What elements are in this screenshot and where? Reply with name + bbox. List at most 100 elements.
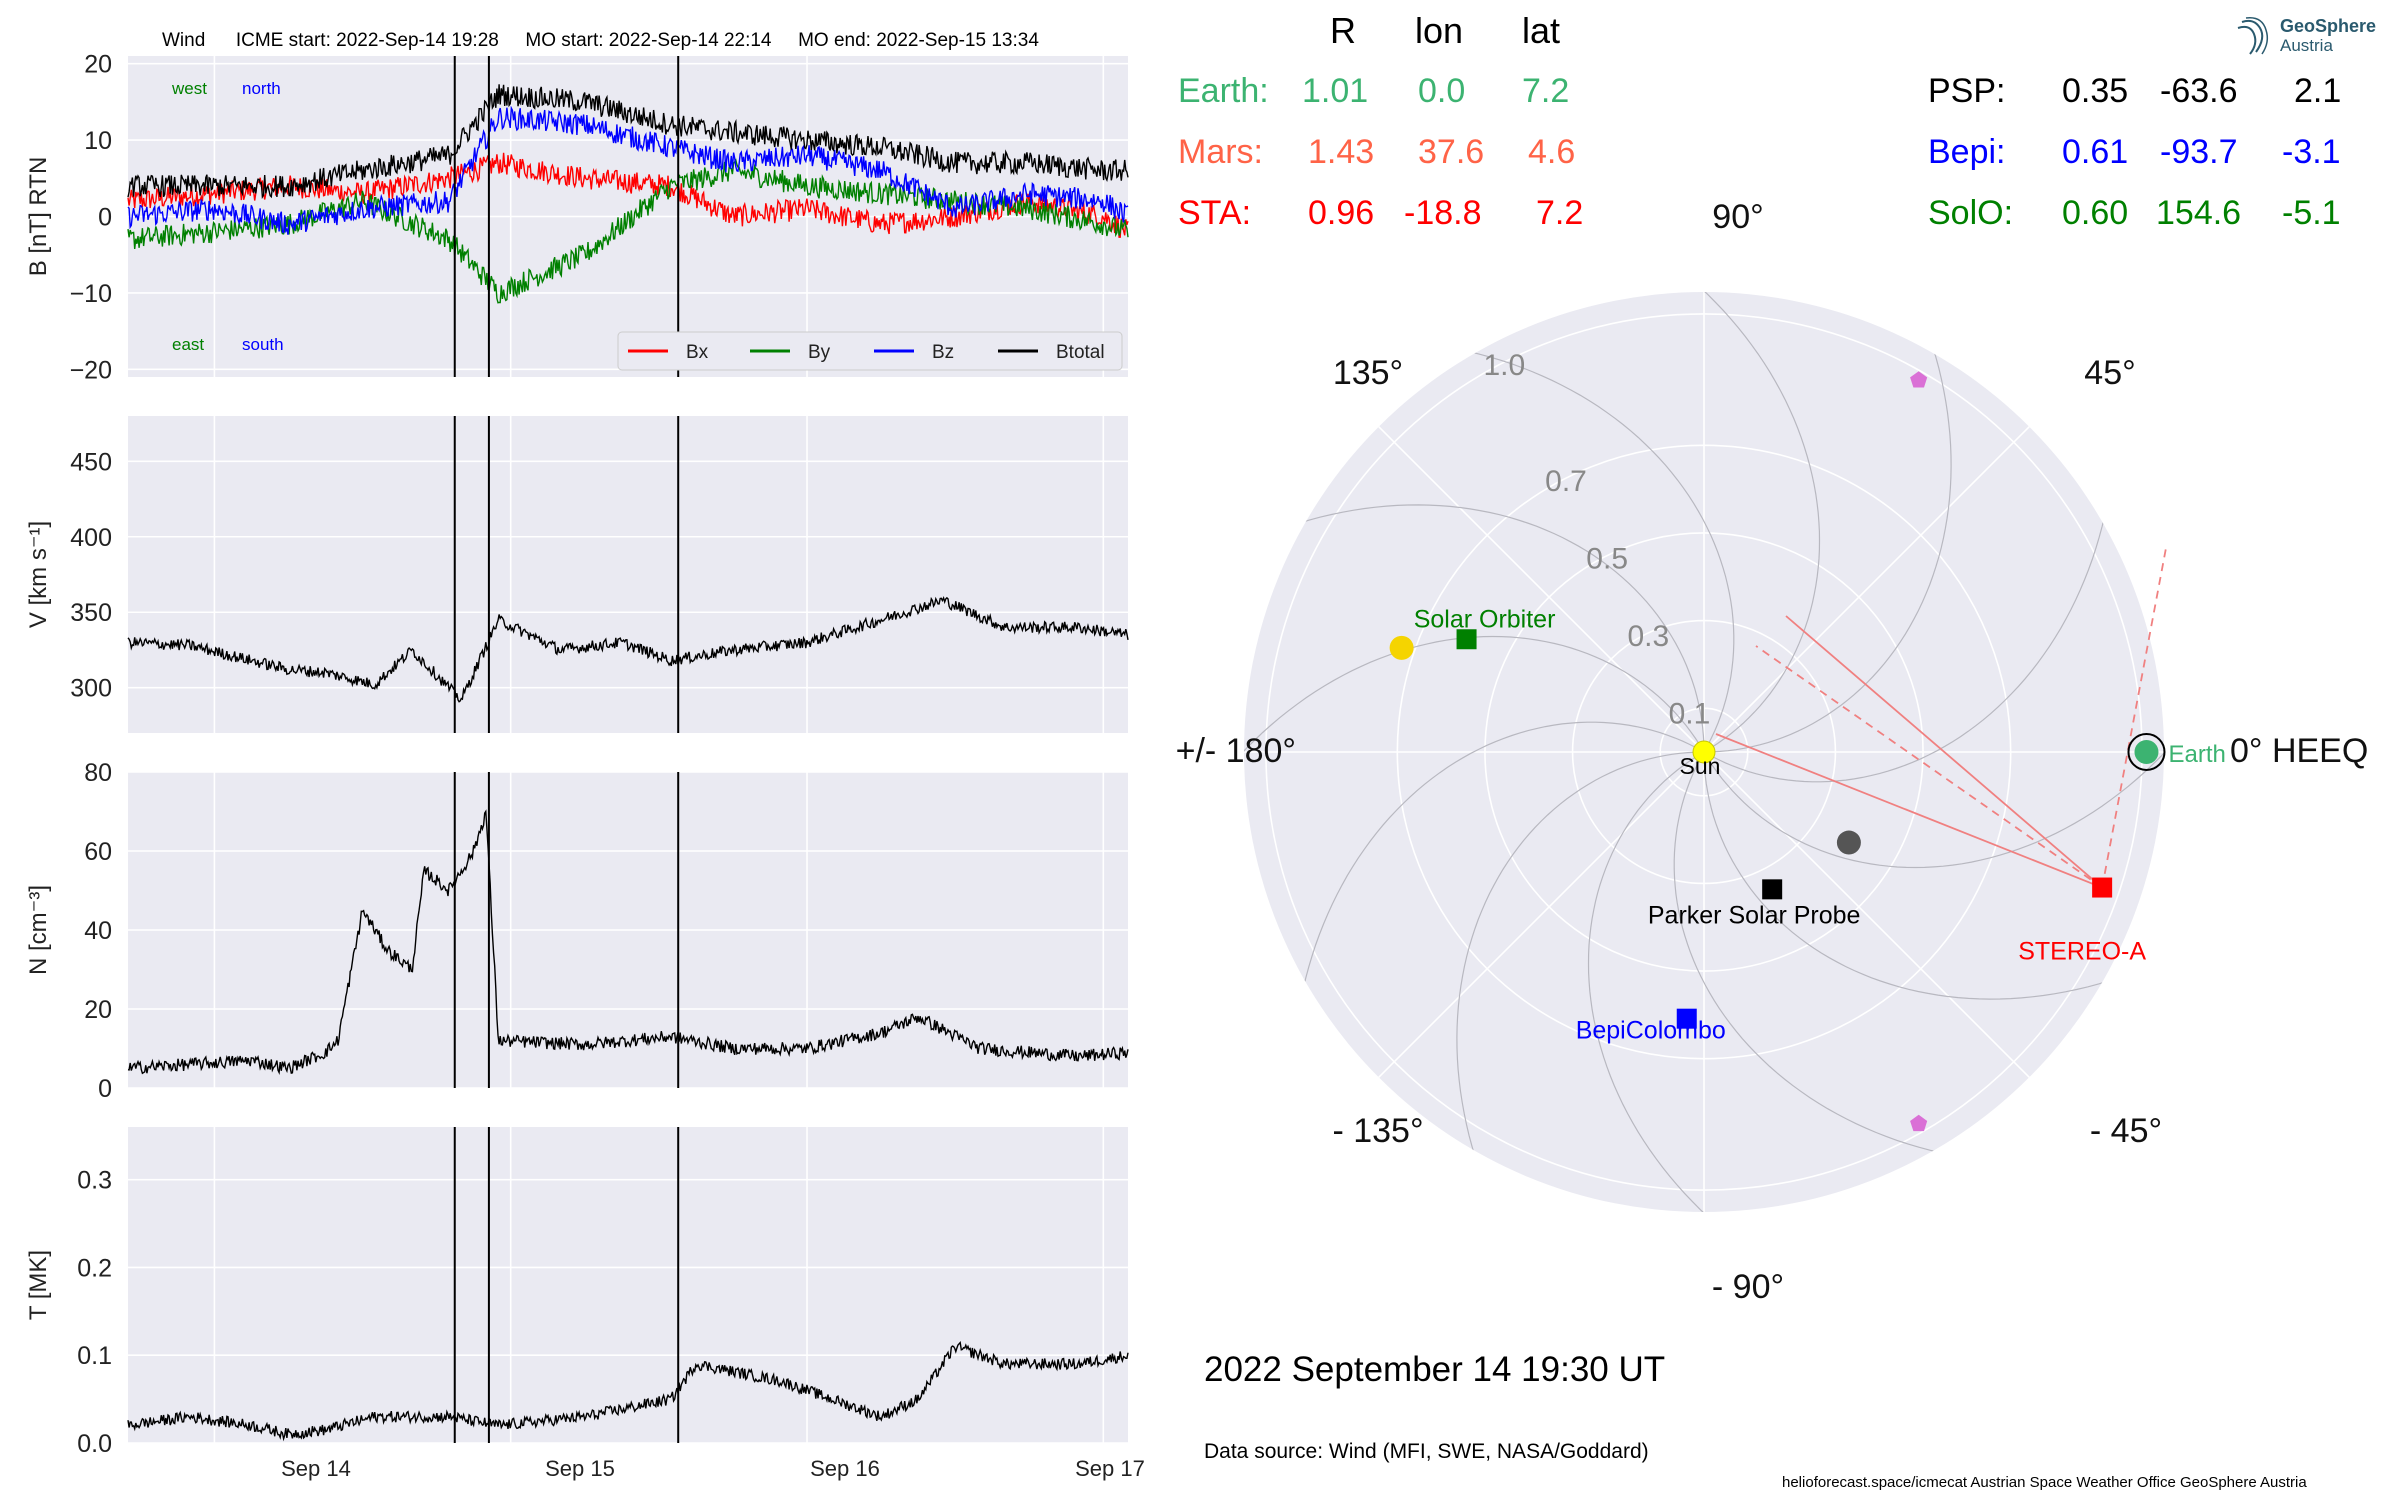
logo-line-2: Austria xyxy=(2280,36,2333,55)
row-lat: 7.2 xyxy=(1536,194,1584,232)
y-tick-label: 40 xyxy=(84,917,112,945)
row-solo: SolO: 0.60 154.6 -5.1 xyxy=(1928,194,2341,233)
legend-label-by: By xyxy=(808,342,831,363)
row-r: 0.96 xyxy=(1308,194,1375,232)
body-7-marker xyxy=(1389,635,1414,660)
row-lat: -3.1 xyxy=(2282,133,2341,171)
row-r: 1.43 xyxy=(1308,133,1375,171)
parker-spirals xyxy=(1244,292,2164,1212)
timeseries-panel-1: 20 10 0 −10 −20 B [nT] RTN west north east south B… xyxy=(25,51,1129,384)
sta-fov-line xyxy=(1785,615,2103,889)
row-r: 0.61 xyxy=(2062,133,2129,171)
row-name: Earth: xyxy=(1178,72,1269,110)
polar-radial-label: 0.5 xyxy=(1586,543,1628,576)
sta-fov-line xyxy=(2101,547,2167,888)
parker-spiral xyxy=(1673,751,1965,1159)
series-line-n xyxy=(127,809,1129,1076)
polar-radial-label: 0.7 xyxy=(1545,465,1587,498)
instrument-name: Wind xyxy=(162,30,206,51)
body-2-marker xyxy=(1836,830,1861,855)
sun-label: Sun xyxy=(1680,753,1721,779)
series-line-v xyxy=(127,596,1129,703)
row-psp: PSP: 0.35 -63.6 2.1 xyxy=(1928,72,2341,111)
row-lon: 37.6 xyxy=(1418,133,1485,171)
row-r: 0.35 xyxy=(2062,72,2129,110)
solar-orbiter-marker xyxy=(1456,629,1477,650)
row-name: PSP: xyxy=(1928,72,2006,110)
parker-spiral xyxy=(1456,751,1705,1181)
earth-ring xyxy=(2127,733,2166,771)
table-col-lon: lon xyxy=(1415,10,1464,51)
row-lat: 4.6 xyxy=(1528,133,1576,171)
row-name: Mars: xyxy=(1178,133,1263,171)
series-line-by xyxy=(127,158,1129,304)
x-tick-label: Sep 16 xyxy=(810,1456,880,1481)
solar-orbiter-label: Solar Orbiter xyxy=(1414,605,1556,633)
west-label: west xyxy=(171,79,207,98)
parker-spiral xyxy=(1703,491,2111,783)
y-tick-label: −10 xyxy=(70,280,112,308)
polar-radial-label: 0.1 xyxy=(1669,697,1711,730)
logo-line-1: GeoSphere xyxy=(2280,16,2377,36)
row-r: 0.60 xyxy=(2062,194,2129,232)
row-r: 1.01 xyxy=(1302,72,1369,110)
north-label: north xyxy=(242,79,281,98)
parker-solar-probe-label: Parker Solar Probe xyxy=(1648,901,1861,929)
row-lon: -93.7 xyxy=(2160,133,2238,171)
polar-angle-label: 90° xyxy=(1712,198,1763,236)
y-tick-label: 300 xyxy=(70,675,112,703)
row-lon: -63.6 xyxy=(2160,72,2238,110)
panel-background xyxy=(128,416,1128,733)
x-tick-label: Sep 15 xyxy=(545,1456,615,1481)
legend-label-btotal: Btotal xyxy=(1056,342,1105,363)
y-axis-label: V [km s⁻¹] xyxy=(25,521,52,628)
panel-background xyxy=(128,1127,1128,1443)
parker-spiral xyxy=(1703,751,2133,1000)
legend-label-bx: Bx xyxy=(686,342,709,363)
parker-spiral xyxy=(1703,323,1952,753)
credits-label: helioforecast.space/icmecat Austrian Spa… xyxy=(1782,1474,2307,1491)
series-line-t xyxy=(127,1341,1129,1442)
y-tick-label: 0.3 xyxy=(77,1167,112,1195)
polar-angle-label: - 45° xyxy=(2090,1112,2162,1150)
data-source-label: Data source: Wind (MFI, SWE, NASA/Goddar… xyxy=(1204,1440,1649,1463)
timeseries-panel-2: 450 400 350 300 V [km s⁻¹] xyxy=(25,416,1129,733)
y-tick-label: 450 xyxy=(70,448,112,476)
y-tick-label: 0 xyxy=(98,1075,112,1103)
datetime-label: 2022 September 14 19:30 UT xyxy=(1204,1350,1666,1389)
east-label: east xyxy=(172,335,204,354)
polar-spoke xyxy=(1378,751,1705,1078)
polar-angle-label: - 90° xyxy=(1712,1268,1784,1306)
x-tick-label: Sep 17 xyxy=(1075,1456,1145,1481)
geosphere-logo-icon xyxy=(2237,17,2269,55)
parker-spiral xyxy=(1297,721,1705,1013)
y-tick-label: 0.2 xyxy=(77,1254,112,1282)
polar-radial-label: 1.0 xyxy=(1483,349,1525,382)
row-name: SolO: xyxy=(1928,194,2014,232)
row-name: Bepi: xyxy=(1928,133,2006,171)
row-mars: Mars: 1.43 37.6 4.6 xyxy=(1178,133,1575,172)
y-tick-label: 80 xyxy=(84,759,112,787)
y-tick-label: 0.0 xyxy=(77,1430,112,1458)
polar-angle-label: 0° HEEQ xyxy=(2230,732,2368,770)
row-lon: 0.0 xyxy=(1418,72,1466,110)
y-tick-label: 10 xyxy=(84,127,112,155)
series-line-btotal xyxy=(127,84,1129,200)
row-sta: STA: 0.96 -18.8 7.2 xyxy=(1178,194,1583,233)
y-tick-label: 350 xyxy=(70,599,112,627)
mo-end-label: MO end: 2022-Sep-15 13:34 xyxy=(798,30,1039,51)
parker-spiral xyxy=(1587,751,1728,1212)
polar-angle-label: +/- 180° xyxy=(1176,732,1296,770)
earth-label: Earth xyxy=(2168,741,2225,768)
y-axis-label: T [MK] xyxy=(25,1250,52,1320)
timeseries-panel-4: 0.3 0.2 0.1 0.0 T [MK] Sep 14 Sep 15 Sep 16 Sep … xyxy=(25,1127,1145,1481)
polar-angle-label: - 135° xyxy=(1332,1112,1423,1150)
y-axis-label: B [nT] RTN xyxy=(25,157,52,277)
parker-solar-probe-marker xyxy=(1762,879,1783,900)
polar-angle-label: 135° xyxy=(1333,354,1403,392)
icme-start-label: ICME start: 2022-Sep-14 19:28 xyxy=(235,30,499,51)
sun-marker xyxy=(1692,740,1716,764)
polar-angle-label: 45° xyxy=(2084,354,2135,392)
